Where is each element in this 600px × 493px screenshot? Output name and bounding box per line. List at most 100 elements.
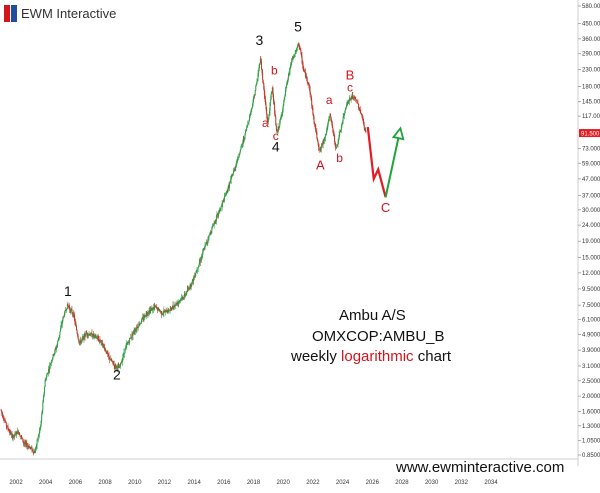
candle-body <box>30 447 32 448</box>
candle-body <box>73 313 75 317</box>
candle-body <box>351 95 353 99</box>
candle-body <box>232 173 234 176</box>
candle-body <box>359 110 361 113</box>
candle-body <box>92 334 94 337</box>
candle-body <box>40 425 42 429</box>
candle-body <box>18 432 20 436</box>
candle-body <box>98 339 100 341</box>
candle-body <box>294 53 296 55</box>
candle-body <box>24 443 26 444</box>
candle-body <box>159 310 161 312</box>
candle-body <box>88 333 90 335</box>
x-tick-label: 2026 <box>366 480 380 486</box>
candle-body <box>362 117 364 119</box>
candle-body <box>48 369 50 370</box>
candle-body <box>189 284 191 288</box>
candle-body <box>245 131 247 134</box>
candle-body <box>168 311 170 312</box>
candle-body <box>60 325 62 329</box>
candle-body <box>127 341 129 343</box>
candle-body <box>57 339 59 342</box>
candle-body <box>265 104 267 110</box>
candle-body <box>220 206 222 209</box>
candle-body <box>214 221 216 223</box>
candle-body <box>310 93 312 95</box>
candle-body <box>338 134 340 140</box>
candle-body <box>349 98 351 100</box>
candle-body <box>314 123 316 125</box>
candle-body <box>15 433 17 435</box>
candle-body <box>362 118 364 122</box>
candle-body <box>263 83 265 90</box>
candle-body <box>233 169 235 171</box>
description-highlight: logarithmic <box>341 348 414 365</box>
candle-body <box>206 242 208 243</box>
candle-body <box>32 449 34 451</box>
candle-body <box>167 309 169 312</box>
candle-body <box>209 232 211 235</box>
candle-body <box>90 333 92 336</box>
candle-body <box>8 429 10 431</box>
candle-body <box>99 339 101 342</box>
candle-body <box>122 357 124 361</box>
candle-body <box>63 316 65 318</box>
candle-body <box>176 302 178 305</box>
candle-body <box>141 318 143 320</box>
candle-body <box>296 47 298 50</box>
candle-body <box>126 344 128 346</box>
candle-body <box>92 336 94 338</box>
candle-body <box>97 337 99 340</box>
candle-body <box>137 326 139 328</box>
candle-body <box>35 447 37 449</box>
candle-body <box>82 337 84 339</box>
candle-body <box>294 54 296 56</box>
candle-body <box>46 374 48 378</box>
candle-body <box>348 101 350 103</box>
candle-body <box>297 43 299 47</box>
candle-body <box>74 322 76 324</box>
candle-body <box>122 353 124 358</box>
candle-body <box>340 130 342 132</box>
candle-body <box>134 331 136 332</box>
candle-body <box>311 100 313 107</box>
y-tick-label: 3.9000 <box>582 348 600 354</box>
candle-body <box>38 434 40 436</box>
candle-body <box>124 348 126 354</box>
candle-body <box>316 138 318 141</box>
candle-body <box>163 311 165 314</box>
candle-body <box>255 85 257 91</box>
candle-body <box>283 100 285 106</box>
candle-body <box>166 311 168 313</box>
candle-body <box>296 46 298 48</box>
candle-body <box>320 144 322 149</box>
candle-body <box>321 143 323 145</box>
candle-body <box>46 373 48 375</box>
candle-body <box>290 62 292 65</box>
candle-body <box>310 94 312 101</box>
candle-body <box>218 209 220 212</box>
candle-body <box>142 317 144 320</box>
candle-body <box>20 436 22 437</box>
candle-body <box>80 340 82 344</box>
candle-body <box>189 287 191 290</box>
candle-body <box>86 332 88 334</box>
candle-body <box>117 365 119 367</box>
y-tick-label: 3.1000 <box>582 364 600 370</box>
candle-body <box>22 438 24 442</box>
candle-body <box>184 293 186 297</box>
candle-body <box>80 340 82 344</box>
candle-body <box>150 308 152 310</box>
candle-body <box>255 84 257 86</box>
candle-body <box>323 140 325 142</box>
y-tick-label: 2.0000 <box>582 394 600 400</box>
candle-body <box>162 313 164 314</box>
candle-body <box>256 80 258 85</box>
candle-body <box>350 98 352 100</box>
brand-logo: EWM Interactive <box>4 5 116 22</box>
candle-body <box>222 201 224 204</box>
candle-body <box>264 99 266 105</box>
candle-body <box>162 313 164 315</box>
candle-body <box>236 161 238 163</box>
candle-body <box>213 225 215 227</box>
candle-body <box>49 364 51 366</box>
